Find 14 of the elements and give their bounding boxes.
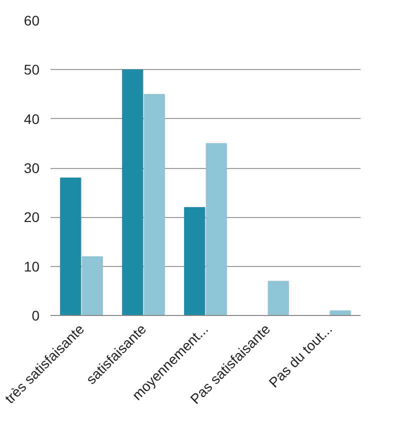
- y-tick-label: 0: [32, 308, 40, 324]
- bar: [206, 143, 227, 316]
- bar: [144, 94, 165, 316]
- y-tick-label: 30: [24, 160, 40, 176]
- bar: [122, 69, 144, 316]
- y-tick-label: 20: [24, 209, 40, 226]
- bar: [60, 178, 82, 316]
- bar: [268, 280, 289, 316]
- y-tick-label: 50: [24, 62, 40, 78]
- bar: [82, 256, 103, 316]
- y-tick-label: 40: [24, 110, 40, 127]
- y-tick-label: 60: [24, 12, 40, 28]
- bar: [184, 207, 206, 316]
- y-tick-label: 10: [24, 258, 40, 274]
